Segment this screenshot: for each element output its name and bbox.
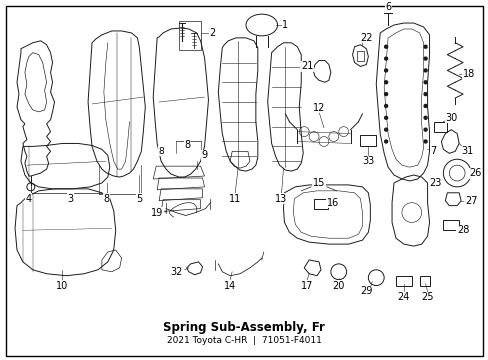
Bar [419, 276, 428, 285]
Text: 26: 26 [468, 168, 480, 178]
Circle shape [423, 57, 426, 60]
Circle shape [384, 81, 387, 84]
Text: 9: 9 [201, 150, 207, 160]
Circle shape [384, 116, 387, 119]
Text: 17: 17 [301, 280, 313, 291]
Text: 14: 14 [224, 280, 236, 291]
Text: 19: 19 [151, 208, 163, 217]
Bar [433, 122, 447, 132]
Text: 11: 11 [228, 194, 241, 204]
Text: 3: 3 [67, 194, 73, 204]
Circle shape [384, 128, 387, 131]
Bar [313, 199, 327, 208]
Circle shape [384, 93, 387, 96]
Bar [395, 276, 411, 285]
Text: 12: 12 [312, 103, 325, 113]
Text: 6: 6 [384, 2, 390, 12]
Text: 22: 22 [359, 33, 372, 43]
Circle shape [423, 104, 426, 107]
Circle shape [423, 116, 426, 119]
Circle shape [384, 69, 387, 72]
Circle shape [384, 45, 387, 48]
Circle shape [423, 140, 426, 143]
Text: Spring Sub-Assembly, Fr: Spring Sub-Assembly, Fr [163, 320, 325, 333]
Text: 8: 8 [103, 194, 110, 204]
Bar [179, 21, 200, 50]
Text: 27: 27 [464, 196, 476, 206]
Circle shape [384, 140, 387, 143]
Text: 29: 29 [360, 287, 372, 297]
Text: 20: 20 [332, 280, 344, 291]
Text: 16: 16 [326, 198, 338, 208]
Text: 32: 32 [170, 267, 183, 277]
Text: 7: 7 [429, 147, 436, 156]
Text: 2: 2 [209, 28, 215, 38]
Text: 24: 24 [397, 292, 409, 302]
Text: 25: 25 [421, 292, 433, 302]
Text: 1: 1 [282, 20, 288, 30]
Bar [360, 135, 375, 147]
Circle shape [423, 45, 426, 48]
Circle shape [384, 57, 387, 60]
Text: 30: 30 [444, 113, 456, 123]
Text: 31: 31 [460, 147, 472, 156]
Text: 21: 21 [301, 62, 313, 72]
Text: 4: 4 [26, 194, 32, 204]
Text: 23: 23 [428, 178, 441, 188]
Text: 13: 13 [275, 194, 287, 204]
Circle shape [423, 128, 426, 131]
Text: 8: 8 [158, 147, 163, 156]
Text: 28: 28 [456, 225, 468, 235]
Text: 10: 10 [56, 280, 68, 291]
Circle shape [423, 81, 426, 84]
Circle shape [423, 93, 426, 96]
Bar [356, 51, 364, 60]
Text: 18: 18 [462, 69, 474, 79]
Text: 33: 33 [362, 156, 374, 166]
Text: 2021 Toyota C-HR  |  71051-F4011: 2021 Toyota C-HR | 71051-F4011 [166, 336, 321, 345]
Circle shape [423, 69, 426, 72]
Bar [443, 220, 458, 230]
Text: 5: 5 [136, 194, 142, 204]
Text: 15: 15 [312, 178, 325, 188]
Circle shape [384, 104, 387, 107]
Text: 8: 8 [184, 140, 190, 150]
